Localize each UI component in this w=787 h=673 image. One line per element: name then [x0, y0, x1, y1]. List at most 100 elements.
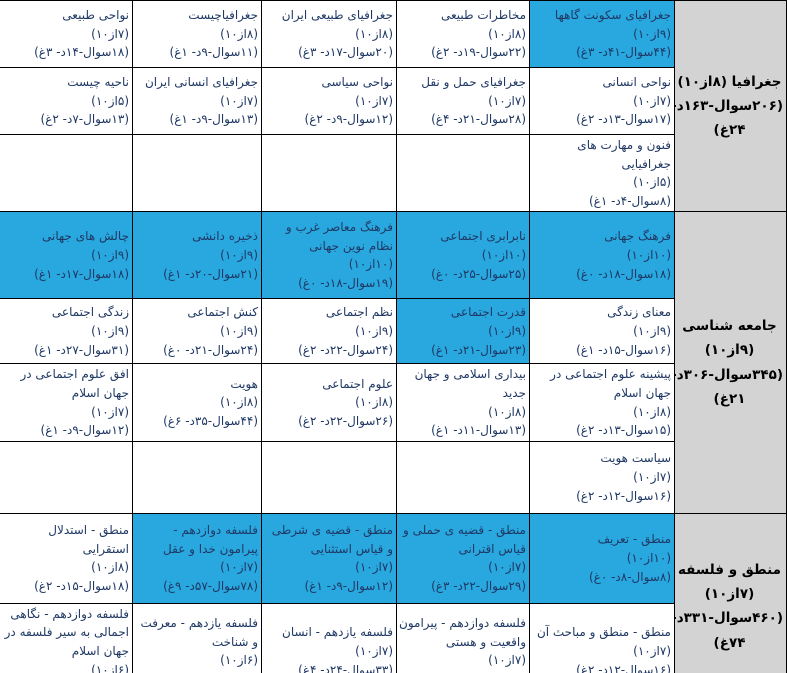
table-row: جامعه شناسی (۹از۱۰) (۳۴۵سوال-۳۰۶د- ۲۱غ) فر… [0, 211, 787, 514]
topic-score: (۱۰از۱۰) [626, 550, 671, 565]
topic-cell: پیشینه علوم اجتماعی در جهان اسلام (۸از۱۰)… [529, 363, 675, 442]
topic-stats: (۲۱سوال-۲۰د- ۱غ) [163, 266, 258, 281]
topic-title: پیشینه علوم اجتماعی در جهان اسلام [550, 367, 671, 400]
topic-stats: (۱۲سوال-۹د- ۱غ) [304, 578, 393, 593]
topic-stats: (۱۹سوال-۱۸د- ۰غ) [298, 275, 393, 290]
topic-stats: (۲۲سوال-۱۹د- ۲غ) [431, 45, 526, 60]
topic-score: (۷از۱۰) [220, 93, 258, 108]
topic-stats: (۱۸سوال-۱۴د- ۳غ) [34, 45, 129, 60]
topic-stats: (۲۸سوال-۲۱د- ۴غ) [431, 112, 526, 127]
topic-cell: نواحی سیاسی (۷از۱۰) (۱۲سوال-۹د- ۲غ) [261, 67, 397, 135]
topic-title: زندگی اجتماعی [51, 305, 129, 320]
topic-cell: منطق - قضیه ی شرطی و قیاس استثنایی (۷از۱۰… [261, 512, 397, 604]
topic-title: افق علوم اجتماعی در جهان اسلام [20, 367, 129, 400]
topic-cell: هویت (۸از۱۰) (۴۴سوال-۳۵د- ۶غ) [132, 363, 262, 442]
topic-title: جغرافیای انسانی ایران [144, 75, 258, 90]
topic-stats: (۴۶سوال-۳۰د- ۱۰غ) [134, 670, 258, 673]
topic-cell: جغرافیای حمل و نقل (۷از۱۰) (۲۸سوال-۲۱د- ۴غ… [396, 67, 530, 135]
topic-cell: فلسفه یازدهم - انسان (۷از۱۰) (۳۳سوال-۲۴د- … [261, 602, 397, 673]
topic-score: (۷از۱۰) [355, 643, 393, 658]
topic-title: منطق - قضیه ی شرطی و قیاس استثنایی [271, 523, 393, 556]
table-row: جغرافیا (۸از۱۰)(۲۰۶سوال-۱۶۳د- ۲۴غ)جغرافی… [0, 0, 787, 213]
subject-header-cell: جغرافیا (۸از۱۰) (۲۰۶سوال-۱۶۳د- ۲۴غ) [674, 0, 787, 213]
topic-title: چالش های جهانی [42, 229, 129, 244]
subject-stats: (۳۴۵سوال-۳۰۶د- ۲۱غ) [676, 366, 784, 407]
topic-title: فلسفه یازدهم - معرفت و شناخت [140, 616, 259, 649]
empty-cell [0, 133, 133, 213]
topic-cell: ذخیره دانشی (۹از۱۰) (۲۱سوال-۲۰د- ۱غ) [132, 211, 262, 300]
topic-stats: (۱۸سوال-۱۸د- ۰غ) [576, 266, 671, 281]
topic-cell: جغرافیای انسانی ایران (۷از۱۰) (۱۳سوال-۹د- … [132, 67, 262, 135]
topic-title: فلسفه دوازدهم - پیرامون واقعیت و هستی [399, 616, 526, 649]
topic-score: (۸از۱۰) [488, 26, 526, 41]
subject-title: جغرافیا (۸از۱۰) [677, 73, 782, 90]
topic-stats: (۲۶سوال-۲۲د- ۲غ) [298, 413, 393, 428]
topic-score: (۷از۱۰) [355, 93, 393, 108]
topic-score: (۷از۱۰) [488, 653, 526, 668]
topic-cell: فرهنگ معاصر غرب و نظام نوین جهانی (۱۰از۱۰… [261, 211, 397, 300]
topic-stats: (۱۱سوال-۹د- ۱غ) [169, 45, 258, 60]
topic-score: (۹از۱۰) [220, 324, 258, 339]
table-row: نواحی انسانی (۷از۱۰) (۱۷سوال-۱۳د- ۲غ) جغراف… [0, 67, 787, 135]
topic-title: ذخیره دانشی [192, 229, 258, 244]
topic-cell: زندگی اجتماعی (۹از۱۰) (۳۱سوال-۲۷د- ۱غ) [0, 298, 133, 365]
topic-cell: جغرافیای سکونت گاهها (۹از۱۰) (۴۴سوال-۴۱د- … [529, 0, 675, 68]
topic-cell: فلسفه دوازدهم - پیرامون واقعیت و هستی (۷ا… [396, 602, 530, 673]
topic-cell: نظم اجتماعی (۹از۱۰) (۲۴سوال-۲۲د- ۲غ) [261, 298, 397, 365]
empty-cell [132, 133, 262, 213]
topic-score: (۷از۱۰) [91, 404, 129, 419]
table-row: منطق - منطق و مباحث آن (۷از۱۰) (۱۶سوال-۱۲د… [0, 602, 787, 673]
table-row: معنای زندگی (۹از۱۰) (۱۶سوال-۱۵د- ۱غ) قدرت ا… [0, 298, 787, 365]
empty-cell [261, 133, 397, 213]
topic-cell: منطق - تعریف (۱۰از۱۰) (۸سوال-۸د- ۰غ) [529, 512, 675, 604]
subject-title: منطق و فلسفه (۷از۱۰) [678, 561, 781, 602]
empty-cell [396, 440, 530, 514]
topic-cell: افق علوم اجتماعی در جهان اسلام (۷از۱۰) (۱۲… [0, 363, 133, 442]
topic-score: (۹از۱۰) [488, 324, 526, 339]
topic-stats: (۷۸سوال-۵۷د- ۹غ) [163, 578, 258, 593]
topic-stats: (۱۲سوال-۹د- ۲غ) [304, 112, 393, 127]
topic-score: (۹از۱۰) [633, 26, 671, 41]
topic-title: مخاطرات طبیعی [440, 8, 526, 23]
topic-title: نابرابری اجتماعی [440, 229, 526, 244]
topic-score: (۵از۱۰) [633, 175, 671, 190]
subject-title: جامعه شناسی (۹از۱۰) [682, 317, 777, 359]
topic-title: فلسفه یازدهم - انسان [282, 625, 393, 640]
topic-cell: معنای زندگی (۹از۱۰) (۱۶سوال-۱۵د- ۱غ) [529, 298, 675, 365]
topic-score: (۵از۱۰) [91, 93, 129, 108]
topic-title: نواحی سیاسی [321, 75, 394, 90]
topic-title: ناحیه چیست [67, 75, 129, 90]
topic-stats: (۱۸سوال-۱۵د- ۲غ) [34, 578, 129, 593]
topic-title: فلسفه دوازدهم - نگاهی اجمالی به سیر فلسف… [4, 606, 129, 658]
topic-score: (۹از۱۰) [633, 324, 671, 339]
topic-stats: (۸سوال-۸د- ۰غ) [588, 569, 671, 584]
subject-stats: (۲۰۶سوال-۱۶۳د- ۲۴غ) [676, 98, 784, 139]
topic-score: (۷از۱۰) [633, 469, 671, 484]
topic-stats: (۱۵سوال-۱۳د- ۲غ) [576, 423, 671, 438]
topic-stats: (۴۴سوال-۴۱د- ۳غ) [576, 45, 671, 60]
topic-cell: جغرافیاچیست (۸از۱۰) (۱۱سوال-۹د- ۱غ) [132, 0, 262, 68]
topic-score: (۹از۱۰) [91, 248, 129, 263]
topic-title: نظم اجتماعی [325, 305, 393, 320]
topic-cell: فلسفه دوازدهم - پیرامون خدا و عقل (۷از۱۰)… [132, 512, 262, 604]
topic-score: (۸از۱۰) [355, 395, 393, 410]
subject-stats: (۴۶۰سوال-۳۳۱د- ۷۴غ) [676, 610, 784, 651]
topic-stats: (۳۱سوال-۲۷د- ۱غ) [34, 342, 129, 357]
topic-stats: (۲۹سوال-۲۲د- ۳غ) [431, 578, 526, 593]
topic-title: منطق - استدلال استقرایی [48, 523, 129, 556]
topic-score: (۷از۱۰) [220, 560, 258, 575]
topic-stats: (۱۳سوال-۷د- ۲غ) [40, 112, 129, 127]
topic-stats: (۱۸سوال-۱۷د- ۱غ) [34, 266, 129, 281]
topic-title: قدرت اجتماعی [450, 305, 526, 320]
topic-title: منطق - تعریف [597, 532, 671, 547]
topic-stats: (۲۳سوال-۲۱د- ۱غ) [431, 342, 526, 357]
topic-score: (۹از۱۰) [220, 248, 258, 263]
topic-score: (۶از۱۰) [91, 662, 129, 673]
topic-stats: (۱۶سوال-۱۵د- ۱غ) [576, 342, 671, 357]
topic-cell: ناحیه چیست (۵از۱۰) (۱۳سوال-۷د- ۲غ) [0, 67, 133, 135]
subject-header-cell: منطق و فلسفه (۷از۱۰) (۴۶۰سوال-۳۳۱د- ۷۴غ) [674, 512, 787, 673]
topic-stats: (۸۳سوال-۶۳د- ۱۵غ) [398, 670, 526, 673]
empty-cell [0, 440, 133, 514]
topic-cell: بیداری اسلامی و جهان جدید (۸از۱۰) (۱۳سوال-… [396, 363, 530, 442]
